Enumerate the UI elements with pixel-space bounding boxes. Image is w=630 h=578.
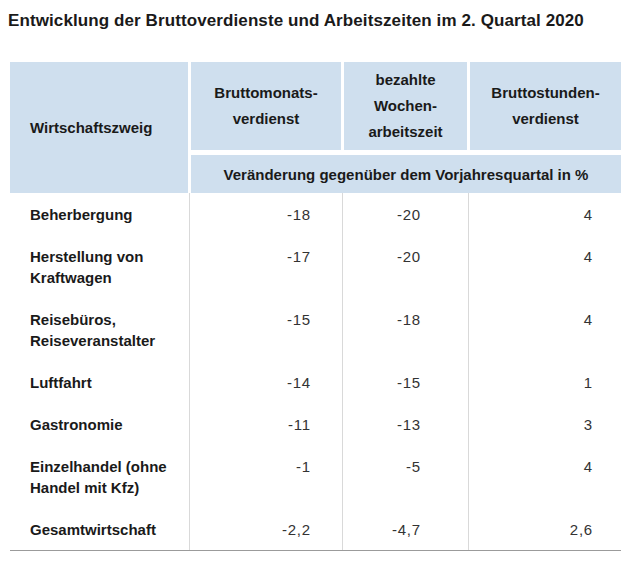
cell-value: -15 (188, 298, 341, 361)
row-label: Gesamtwirtschaft (10, 508, 188, 550)
cell-value: 4 (467, 235, 621, 298)
table-row: Beherbergung -18 -20 4 (10, 193, 621, 235)
row-label: Einzelhandel (ohne Handel mit Kfz) (10, 445, 188, 508)
row-label: Luftfahrt (10, 361, 188, 403)
table-row: Reisebüros, Reiseveranstalter -15 -18 4 (10, 298, 621, 361)
row-label: Reisebüros, Reiseveranstalter (10, 298, 188, 361)
table-row: Gesamtwirtschaft -2,2 -4,7 2,6 (10, 508, 621, 550)
cell-value: -11 (188, 403, 341, 445)
cell-value: -17 (188, 235, 341, 298)
statistics-table: Wirtschaftszweig Bruttomonats- verdienst… (10, 62, 621, 551)
table-row: Einzelhandel (ohne Handel mit Kfz) -1 -5… (10, 445, 621, 508)
cell-value: -1 (188, 445, 341, 508)
cell-value: 4 (467, 193, 621, 235)
column-divider (342, 193, 343, 550)
cell-value: -14 (188, 361, 341, 403)
cell-value: 2,6 (467, 508, 621, 550)
cell-value: -18 (188, 193, 341, 235)
cell-value: 4 (467, 298, 621, 361)
table-body: Beherbergung -18 -20 4 Herstellung von K… (10, 193, 621, 551)
cell-value: -20 (341, 193, 467, 235)
cell-value: 4 (467, 445, 621, 508)
cell-value: -20 (341, 235, 467, 298)
column-divider (468, 193, 469, 550)
column-header-wochenarbeitszeit: bezahlte Wochen- arbeitszeit (344, 62, 467, 150)
cell-value: -18 (341, 298, 467, 361)
column-divider (189, 193, 190, 550)
table-subheader-unit: Veränderung gegenüber dem Vorjahresquart… (191, 155, 621, 193)
column-header-bruttostundenverdienst: Bruttostunden- verdienst (470, 62, 621, 150)
cell-value: -5 (341, 445, 467, 508)
cell-value: 3 (467, 403, 621, 445)
cell-value: -2,2 (188, 508, 341, 550)
table-row: Herstellung von Kraftwagen -17 -20 4 (10, 235, 621, 298)
row-label: Gastronomie (10, 403, 188, 445)
page-title: Entwicklung der Bruttoverdienste und Arb… (8, 11, 630, 31)
cell-value: -13 (341, 403, 467, 445)
table-header: Wirtschaftszweig Bruttomonats- verdienst… (10, 62, 621, 193)
column-header-bruttomonatsverdienst: Bruttomonats- verdienst (191, 62, 341, 150)
cell-value: 1 (467, 361, 621, 403)
column-header-wirtschaftszweig: Wirtschaftszweig (10, 62, 188, 193)
row-label: Herstellung von Kraftwagen (10, 235, 188, 298)
table-row: Luftfahrt -14 -15 1 (10, 361, 621, 403)
row-label: Beherbergung (10, 193, 188, 235)
cell-value: -4,7 (341, 508, 467, 550)
cell-value: -15 (341, 361, 467, 403)
table-row: Gastronomie -11 -13 3 (10, 403, 621, 445)
